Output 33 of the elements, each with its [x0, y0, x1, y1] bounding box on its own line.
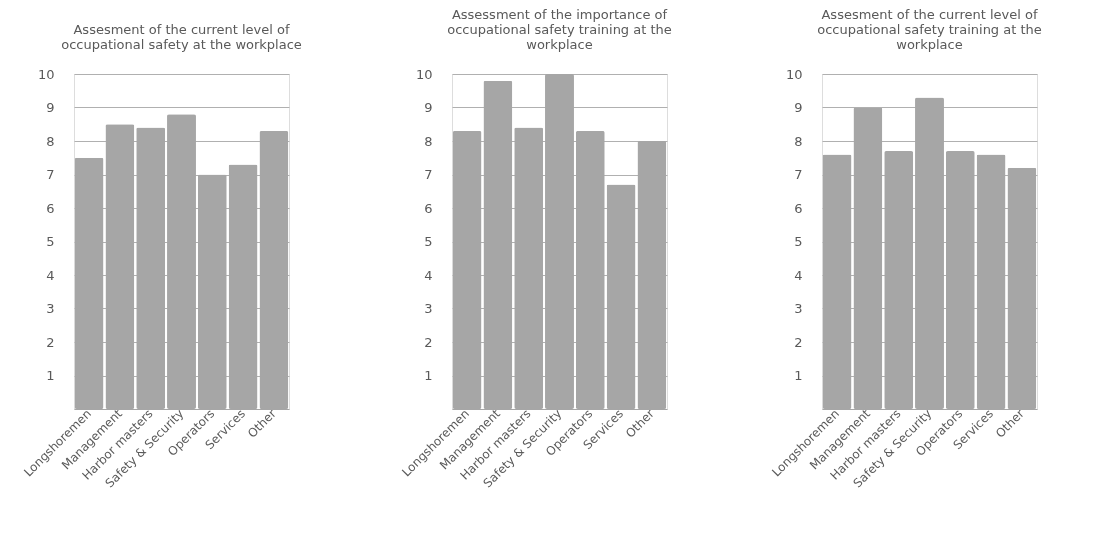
y-tick-label: 1	[424, 368, 433, 383]
y-tick-label: 7	[424, 167, 433, 182]
y-tick-label: 4	[46, 267, 55, 283]
y-tick-label: 1	[794, 368, 803, 383]
y-tick-label: 5	[794, 234, 803, 249]
y-tick-label: 6	[46, 200, 55, 216]
y-tick-label: 10	[415, 66, 433, 82]
y-tick-label: 8	[46, 133, 55, 149]
y-tick-label: 6	[424, 200, 433, 216]
y-tick-label: 2	[794, 334, 803, 350]
y-tick-label: 3	[46, 301, 55, 316]
y-tick-label: 3	[424, 301, 433, 316]
y-tick-label: 8	[794, 133, 803, 149]
y-tick-label: 5	[424, 234, 433, 249]
chart-title: Assesment of the current level of occupational safety at the workplace	[61, 22, 302, 52]
y-tick-label: 6	[794, 200, 803, 216]
y-tick-label: 5	[46, 234, 55, 249]
y-tick-label: 2	[46, 334, 55, 350]
y-tick-label: 9	[794, 100, 803, 115]
y-tick-label: 7	[46, 167, 55, 182]
y-tick-label: 10	[785, 66, 803, 82]
y-tick-label: 10	[37, 66, 55, 82]
y-tick-label: 1	[46, 368, 55, 383]
y-tick-label: 4	[424, 267, 433, 283]
chart-title: Assessment of the importance of occupational safety training at the workplace	[447, 7, 672, 52]
y-tick-label: 9	[46, 100, 55, 115]
y-tick-label: 4	[794, 267, 803, 283]
y-tick-label: 3	[794, 301, 803, 316]
y-tick-label: 9	[424, 100, 433, 115]
chart-title: Assesment of the current level of occupational safety training at the workplace	[817, 7, 1042, 52]
y-tick-label: 8	[424, 133, 433, 149]
y-tick-label: 2	[424, 334, 433, 350]
y-tick-label: 7	[794, 167, 803, 182]
